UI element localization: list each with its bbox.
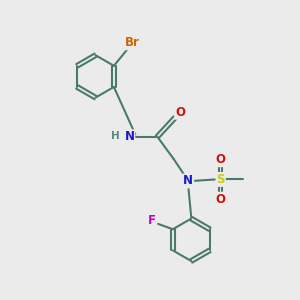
Text: O: O bbox=[216, 193, 226, 206]
Text: Br: Br bbox=[125, 36, 140, 49]
Text: S: S bbox=[216, 173, 225, 186]
Text: H: H bbox=[111, 131, 120, 141]
Text: N: N bbox=[183, 174, 193, 188]
Text: N: N bbox=[124, 130, 134, 143]
Text: O: O bbox=[216, 153, 226, 166]
Text: F: F bbox=[148, 214, 156, 227]
Text: O: O bbox=[175, 106, 185, 119]
